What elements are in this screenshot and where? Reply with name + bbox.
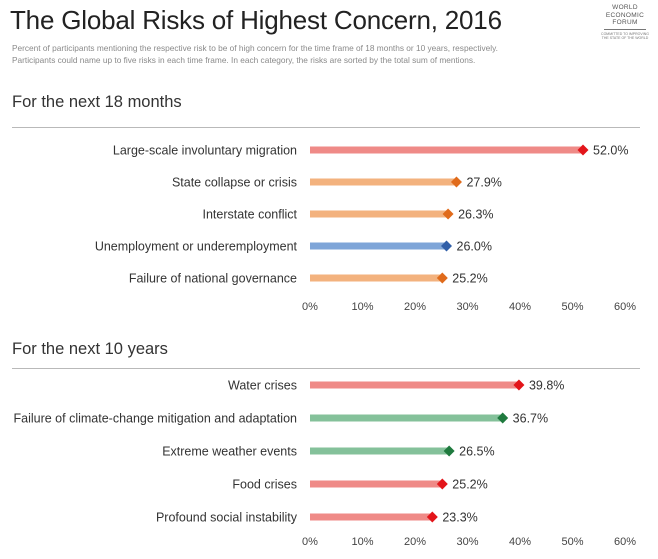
value-marker: [443, 445, 455, 457]
value-marker: [436, 478, 448, 490]
bar: [310, 381, 519, 389]
bar: [310, 414, 503, 422]
category-label: Failure of climate-change mitigation and…: [13, 412, 297, 426]
category-label: Extreme weather events: [162, 445, 297, 459]
x-tick-label: 0%: [302, 536, 318, 548]
x-tick-label: 30%: [456, 301, 478, 313]
bar: [310, 480, 443, 488]
category-label: Profound social instability: [156, 511, 298, 525]
value-marker: [436, 272, 448, 284]
value-label: 26.5%: [459, 445, 494, 459]
value-label: 25.2%: [452, 478, 487, 492]
x-tick-label: 50%: [561, 301, 583, 313]
value-marker: [577, 144, 589, 156]
x-tick-label: 40%: [509, 301, 531, 313]
category-label: State collapse or crisis: [172, 176, 297, 190]
value-label: 25.2%: [452, 272, 487, 286]
bar: [310, 146, 583, 154]
logo-line-1: WORLD: [612, 4, 638, 11]
subtitle-line-2: Participants could name up to five risks…: [12, 55, 476, 65]
category-label: Interstate conflict: [203, 208, 298, 222]
value-label: 36.7%: [513, 412, 548, 426]
value-label: 39.8%: [529, 379, 564, 393]
section-title-10-years: For the next 10 years: [12, 340, 168, 358]
logo-tagline: COMMITTED TO IMPROVING THE STATE OF THE …: [601, 31, 649, 40]
logo-divider: [604, 28, 646, 30]
x-tick-label: 60%: [614, 301, 636, 313]
x-tick-label: 40%: [509, 536, 531, 548]
chart-subtitle: Percent of participants mentioning the r…: [12, 42, 572, 66]
logo-line-2: ECONOMIC: [605, 11, 645, 19]
value-label: 26.0%: [457, 240, 492, 254]
value-marker: [442, 208, 454, 220]
section-title-18-months: For the next 18 months: [12, 93, 182, 111]
x-tick-label: 20%: [404, 536, 426, 548]
x-tick-label: 10%: [351, 301, 373, 313]
x-tick-label: 60%: [614, 536, 636, 548]
value-marker: [513, 379, 525, 391]
bar: [310, 447, 450, 455]
bar: [310, 274, 443, 282]
bar: [310, 242, 447, 250]
value-label: 52.0%: [593, 144, 628, 158]
section-rule-10-years: [12, 368, 640, 369]
category-label: Food crises: [232, 478, 297, 492]
x-tick-label: 20%: [404, 301, 426, 313]
x-tick-label: 10%: [351, 536, 373, 548]
wef-logo: WORLD ECONOMIC FORUM COMMITTED TO IMPROV…: [600, 4, 650, 40]
value-marker: [497, 412, 509, 424]
category-label: Large-scale involuntary migration: [113, 144, 297, 158]
bar: [310, 513, 433, 521]
subtitle-line-1: Percent of participants mentioning the r…: [12, 43, 498, 53]
x-tick-label: 50%: [561, 536, 583, 548]
value-marker: [426, 511, 438, 523]
category-label: Water crises: [228, 379, 297, 393]
x-tick-label: 30%: [456, 536, 478, 548]
bar: [310, 178, 457, 186]
value-marker: [450, 176, 462, 188]
bar: [310, 210, 449, 218]
value-label: 23.3%: [442, 511, 477, 525]
section-rule-18-months: [12, 127, 640, 128]
x-tick-label: 0%: [302, 301, 318, 313]
category-label: Failure of national governance: [129, 272, 297, 286]
logo-line-3: FORUM: [612, 19, 638, 26]
value-label: 27.9%: [466, 176, 501, 190]
category-label: Unemployment or underemployment: [95, 240, 298, 254]
chart-title: The Global Risks of Highest Concern, 201…: [10, 5, 502, 35]
value-label: 26.3%: [458, 208, 493, 222]
value-marker: [441, 240, 452, 252]
